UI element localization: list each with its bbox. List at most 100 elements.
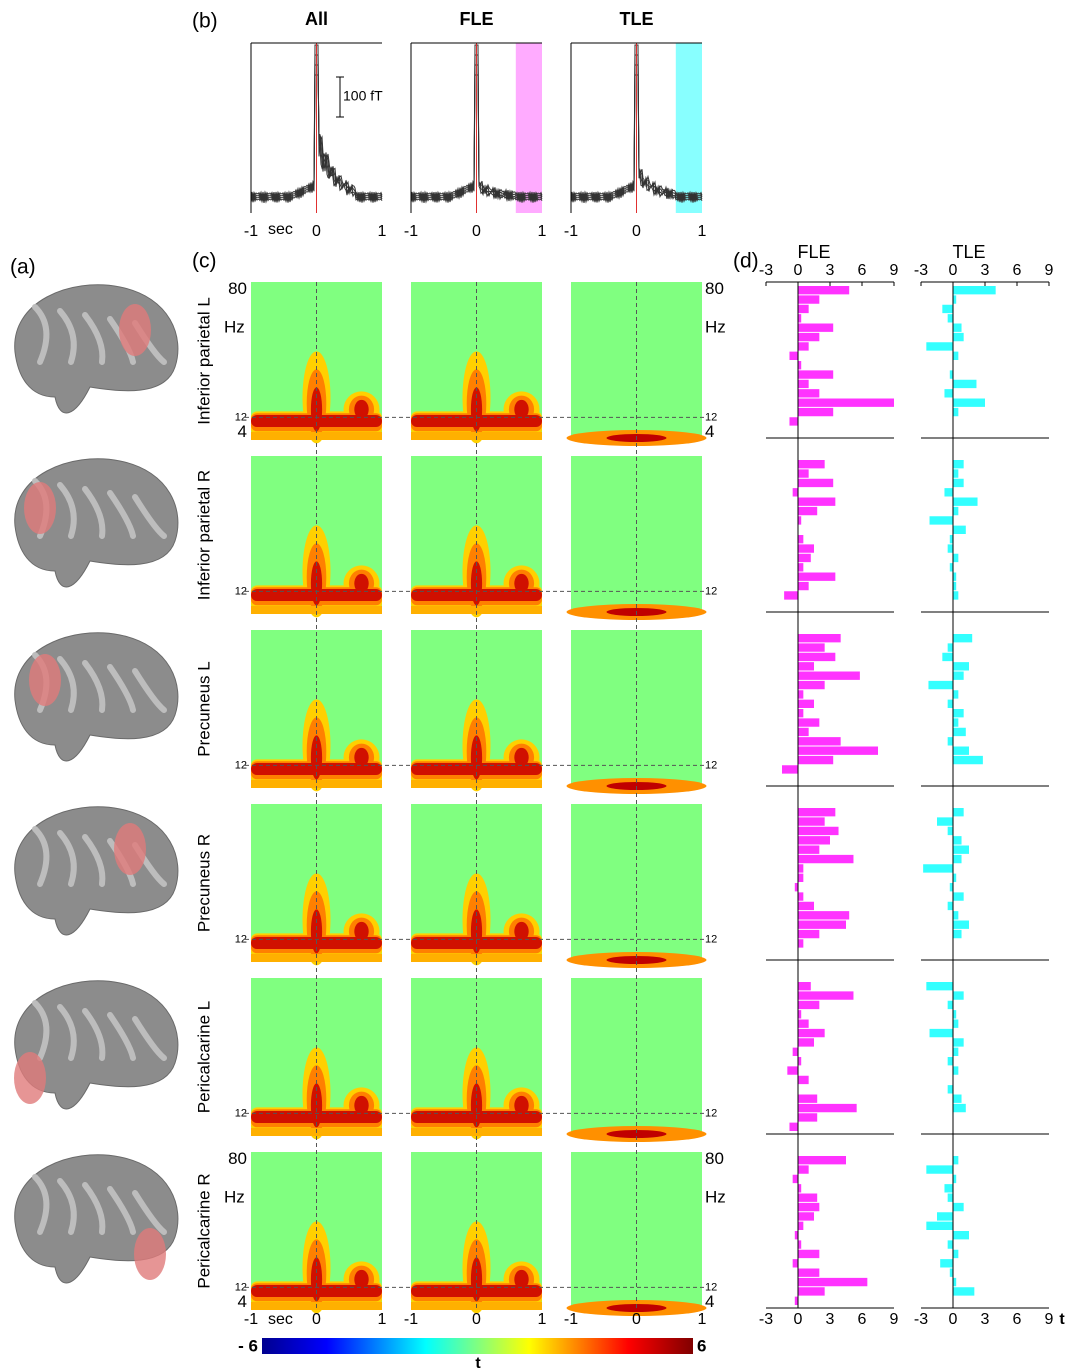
bar	[926, 982, 953, 991]
bar	[798, 478, 834, 488]
x-tick-label: 6	[858, 262, 867, 279]
bar	[798, 370, 834, 379]
bar	[947, 1240, 953, 1249]
bar	[798, 1156, 846, 1165]
bar	[798, 1193, 818, 1202]
brain-region	[14, 1052, 46, 1104]
bar	[798, 563, 804, 572]
bar	[798, 634, 841, 643]
bar	[798, 929, 820, 939]
bar	[953, 506, 959, 516]
bar	[798, 1221, 804, 1230]
bar	[953, 991, 964, 1000]
x-tick-label: 6	[858, 1311, 867, 1328]
bar	[798, 901, 814, 911]
tf-blob	[411, 780, 542, 788]
bar	[953, 854, 962, 864]
x-tick-label: 3	[826, 1311, 835, 1328]
tf-background	[571, 804, 702, 962]
tf-blob	[251, 606, 382, 614]
y-axis-label: Hz	[224, 1187, 245, 1206]
x-tick-label: -1	[404, 1311, 418, 1328]
shaded-window	[515, 43, 542, 213]
bar	[937, 1212, 953, 1221]
brain-gyrus	[107, 1012, 136, 1061]
bar	[798, 1249, 820, 1259]
bar	[953, 1047, 959, 1056]
bar	[798, 1103, 857, 1113]
bar	[798, 727, 809, 737]
x-tick-label: 1	[378, 223, 387, 240]
bar	[798, 939, 804, 948]
bar	[953, 286, 996, 295]
bar	[953, 591, 959, 600]
bar	[947, 544, 953, 553]
bar	[798, 389, 820, 398]
bar	[953, 746, 969, 755]
legend-label: FLE	[797, 242, 830, 262]
x-tick-label: 6	[1013, 262, 1022, 279]
bar	[923, 864, 953, 873]
brain-region	[119, 304, 151, 356]
bar	[798, 1000, 820, 1010]
bar	[794, 1296, 798, 1305]
bar	[947, 314, 953, 323]
bar	[798, 982, 811, 991]
row-label: Precuneus L	[194, 661, 213, 756]
bar	[953, 1202, 964, 1212]
tf-blob	[470, 735, 483, 780]
tf-blob	[470, 1083, 483, 1128]
x-tick-label: -1	[564, 1311, 578, 1328]
bar	[798, 379, 809, 389]
bar	[953, 1066, 959, 1075]
bar	[929, 1028, 953, 1038]
tf-blob	[354, 573, 369, 594]
tf-blob	[514, 921, 529, 942]
brain-gyrus	[82, 834, 106, 887]
bar	[953, 1174, 957, 1184]
bar	[789, 351, 798, 360]
bar	[792, 488, 798, 497]
x-tick-label: 9	[890, 1311, 899, 1328]
tf-blob	[514, 747, 529, 768]
brain-gyrus	[32, 1174, 50, 1235]
x-tick-label: 3	[826, 262, 835, 279]
bar	[953, 892, 964, 901]
x-tick-label: -3	[759, 1311, 773, 1328]
bar	[953, 332, 964, 342]
bar	[947, 826, 953, 836]
bar	[929, 516, 953, 525]
bar	[953, 581, 957, 591]
bar	[926, 1165, 953, 1174]
brain	[14, 980, 179, 1110]
bar	[953, 873, 957, 882]
tf-blob	[470, 909, 483, 954]
bar	[947, 643, 953, 652]
bar	[947, 901, 953, 911]
bar	[798, 535, 804, 544]
bar	[942, 652, 953, 662]
bar	[798, 295, 820, 304]
x-tick-label: -3	[914, 262, 928, 279]
bar	[937, 817, 953, 826]
bar	[798, 1057, 802, 1066]
bar	[798, 1184, 802, 1193]
bar	[953, 407, 959, 417]
bar	[798, 671, 860, 680]
bar	[784, 591, 798, 600]
brain-region	[29, 654, 61, 706]
bar	[926, 1221, 953, 1230]
bar	[798, 920, 846, 929]
x-tick-label: -3	[914, 1311, 928, 1328]
panel-title: TLE	[620, 9, 654, 29]
x-axis-label: sec	[268, 221, 293, 238]
tf-blob	[310, 1083, 323, 1128]
tf-blob	[354, 747, 369, 768]
bar	[953, 1019, 959, 1028]
bar	[782, 765, 798, 774]
x-tick-label: 0	[794, 1311, 803, 1328]
bar	[798, 1165, 809, 1174]
bar	[798, 1019, 809, 1028]
bar	[798, 643, 825, 652]
